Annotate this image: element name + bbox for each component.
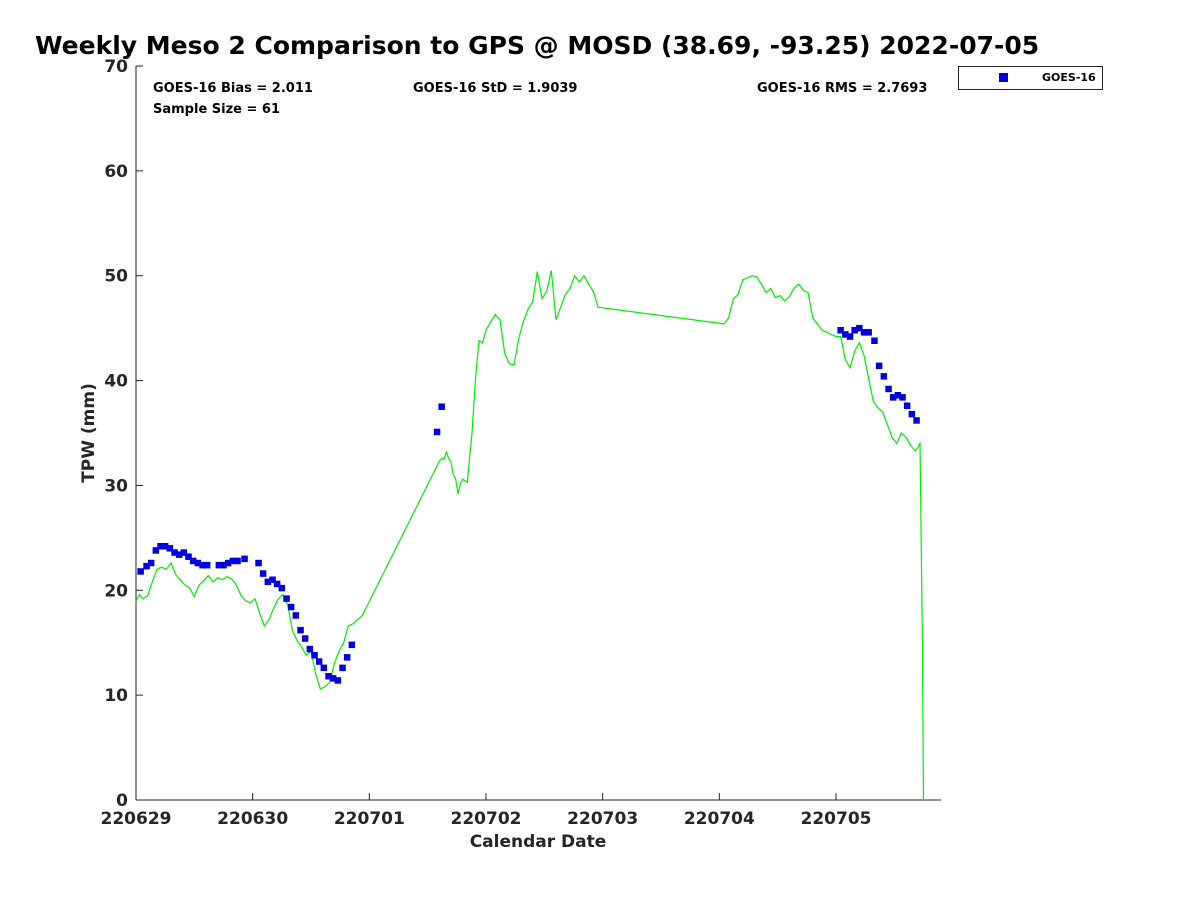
y-tick-label: 20: [104, 581, 128, 601]
goes16-point: [880, 373, 888, 380]
goes16-point: [278, 584, 286, 592]
goes16-point: [229, 557, 237, 565]
goes16-point: [315, 658, 323, 665]
plot-area: 0 10 20 30 40 50 60 70 220629 220630 220701 220702…: [101, 57, 941, 829]
goes16-point: [273, 580, 281, 588]
goes16-point: [241, 555, 248, 563]
goes16-point: [215, 561, 223, 569]
goes16-point: [320, 664, 328, 672]
y-tick-label: 0: [116, 791, 128, 811]
goes16-point: [885, 385, 892, 393]
goes16-point: [343, 654, 351, 661]
goes16-point: [234, 557, 241, 565]
goes16-point: [842, 331, 849, 338]
x-tick-label: 220704: [684, 809, 755, 829]
goes16-point: [292, 612, 300, 619]
goes16-point: [180, 549, 188, 556]
x-tick-label: 220629: [101, 809, 172, 829]
goes16-point: [889, 394, 897, 401]
goes16-point: [166, 545, 174, 552]
goes16-point: [871, 337, 878, 344]
goes16-point: [143, 562, 150, 570]
goes16-point: [908, 410, 916, 418]
y-tick-label: 10: [104, 686, 128, 706]
goes-series: [137, 324, 920, 684]
x-ticks: 220629 220630 220701 220702 220703 220704 2207…: [101, 793, 872, 829]
goes16-point: [306, 645, 314, 653]
goes16-point: [846, 333, 854, 340]
chart-title: Weekly Meso 2 Comparison to GPS @ MOSD (…: [35, 31, 1039, 60]
goes16-point: [259, 570, 267, 577]
goes16-point: [334, 677, 342, 684]
goes16-point: [137, 568, 144, 575]
goes16-point: [325, 673, 332, 680]
goes16-point: [194, 559, 202, 567]
goes16-point: [171, 549, 178, 556]
goes16-point: [264, 578, 272, 586]
gps-line: [135, 270, 925, 801]
goes16-point: [913, 417, 920, 424]
x-tick-label: 220702: [451, 809, 522, 829]
goes16-point: [283, 595, 290, 602]
goes16-point: [185, 553, 192, 560]
sample-size-stat: Sample Size = 61: [153, 102, 280, 117]
goes16-point: [311, 652, 318, 659]
y-tick-label: 60: [104, 162, 128, 182]
legend: GOES-16: [958, 66, 1103, 90]
goes16-point: [161, 543, 169, 550]
goes16-point: [255, 559, 262, 567]
x-tick-label: 220701: [334, 809, 405, 829]
x-tick-label: 220703: [567, 809, 638, 829]
x-axis-label: Calendar Date: [470, 832, 607, 852]
goes16-point: [894, 392, 902, 399]
goes16-point: [203, 561, 211, 569]
goes16-point: [157, 543, 164, 550]
goes16-point: [438, 403, 445, 410]
goes16-point: [865, 329, 872, 336]
bias-stat: GOES-16 Bias = 2.011: [153, 81, 313, 96]
legend-box: [958, 66, 1103, 90]
goes16-point: [220, 561, 227, 569]
goes16-point: [301, 635, 309, 642]
goes16-point: [175, 551, 183, 558]
std-stat: GOES-16 StD = 1.9039: [413, 81, 577, 96]
y-tick-label: 70: [104, 57, 128, 77]
legend-marker-goes16: [999, 73, 1008, 82]
stats-panel: GOES-16 Bias = 2.011 GOES-16 StD = 1.903…: [153, 81, 927, 117]
x-tick-label: 220705: [801, 809, 872, 829]
goes16-point: [199, 561, 206, 569]
goes16-point: [899, 394, 906, 401]
goes16-point: [860, 329, 868, 336]
y-tick-label: 50: [104, 267, 128, 287]
goes16-point: [147, 559, 155, 567]
goes16-point: [287, 603, 295, 611]
goes16-point: [348, 641, 356, 649]
goes16-point: [189, 557, 197, 565]
goes16-point: [433, 428, 441, 436]
legend-label-goes16: GOES-16: [1042, 71, 1096, 84]
y-tick-label: 30: [104, 476, 128, 496]
x-tick-label: 220630: [217, 809, 288, 829]
goes16-point: [152, 547, 160, 554]
goes16-point: [856, 324, 863, 332]
goes16-point: [875, 362, 883, 370]
rms-stat: GOES-16 RMS = 2.7693: [757, 81, 927, 96]
gps-series: [135, 270, 925, 801]
goes16-point: [339, 664, 346, 672]
goes16-point: [297, 626, 304, 634]
goes16-point: [903, 402, 911, 409]
goes16-point: [837, 327, 844, 334]
y-ticks: 0 10 20 30 40 50 60 70: [104, 57, 143, 811]
goes16-point: [329, 675, 337, 682]
goes16-point: [851, 327, 858, 334]
goes16-point: [269, 576, 276, 583]
goes16-point: [224, 559, 232, 567]
y-tick-label: 40: [104, 372, 128, 392]
y-axis-label: TPW (mm): [79, 383, 99, 483]
